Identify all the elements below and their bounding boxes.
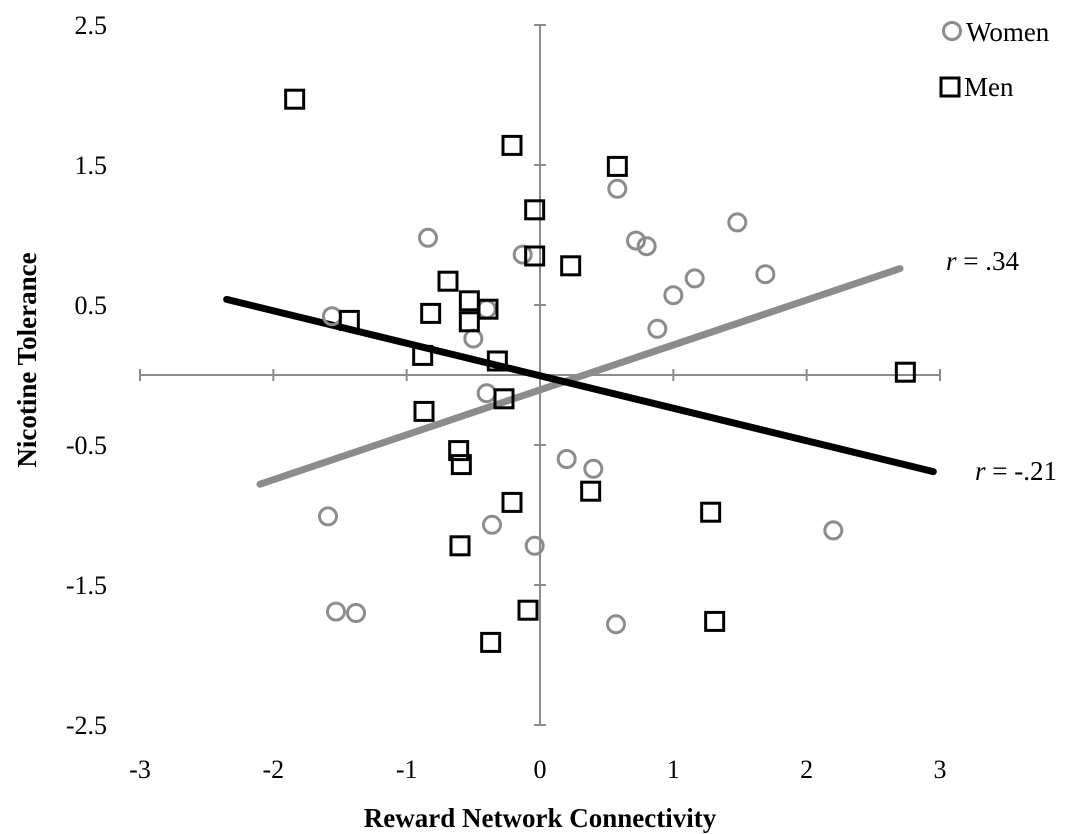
point-men xyxy=(448,440,470,462)
point-women xyxy=(326,601,346,622)
point-men xyxy=(580,480,602,502)
point-men xyxy=(480,631,502,653)
point-men xyxy=(560,255,582,277)
women-correlation-label: r = .34 xyxy=(946,246,1019,276)
y-tick-label: -0.5 xyxy=(66,431,107,460)
trendlines xyxy=(223,265,937,488)
x-tick-label: 3 xyxy=(934,755,947,784)
point-men xyxy=(524,245,546,267)
point-men xyxy=(524,199,546,221)
x-axis-title: Reward Network Connectivity xyxy=(364,803,717,833)
point-women xyxy=(318,506,338,527)
point-men xyxy=(486,350,508,372)
point-women xyxy=(647,318,668,339)
point-women xyxy=(684,268,705,289)
point-men xyxy=(501,134,523,156)
x-tick-label: 2 xyxy=(800,755,813,784)
point-women xyxy=(418,227,438,248)
legend: Women Men xyxy=(939,17,1050,102)
point-women xyxy=(636,236,657,257)
y-tick-labels: 2.5 1.5 0.5 -0.5 -1.5 -2.5 xyxy=(66,11,107,740)
point-women xyxy=(606,614,626,635)
point-men xyxy=(338,309,360,331)
y-tick-label: 1.5 xyxy=(75,151,108,180)
point-men xyxy=(477,298,499,320)
x-tick-labels: -3 -2 -1 0 1 2 3 xyxy=(129,755,946,784)
point-men xyxy=(894,361,916,383)
point-women xyxy=(476,299,497,320)
point-men xyxy=(413,400,435,422)
point-men xyxy=(458,290,480,312)
legend-men-label: Men xyxy=(964,72,1014,102)
point-women xyxy=(727,212,748,233)
point-men xyxy=(412,344,434,366)
point-men xyxy=(437,270,459,292)
point-women xyxy=(583,458,604,479)
point-women xyxy=(463,328,484,349)
x-tick-label: 0 xyxy=(534,755,547,784)
legend-women-marker xyxy=(942,21,962,41)
point-women xyxy=(346,603,366,623)
point-women xyxy=(607,178,628,199)
x-tick-label: -1 xyxy=(396,755,418,784)
point-men xyxy=(420,302,442,324)
legend-women-label: Women xyxy=(966,17,1050,47)
y-ticks xyxy=(534,24,546,726)
point-men xyxy=(284,88,306,110)
point-men xyxy=(501,491,523,513)
point-men xyxy=(450,454,472,476)
point-men xyxy=(704,610,726,632)
point-women xyxy=(524,535,545,556)
men-correlation-label: r = -.21 xyxy=(975,456,1057,486)
point-women xyxy=(626,230,646,251)
x-tick-label: -3 xyxy=(129,755,151,784)
point-women xyxy=(663,285,684,306)
x-tick-label: -2 xyxy=(262,755,284,784)
point-men xyxy=(517,599,539,621)
data-points xyxy=(284,88,916,653)
point-men xyxy=(493,388,515,410)
x-tick-label: 1 xyxy=(667,755,680,784)
trendline-women xyxy=(256,265,904,488)
y-tick-label: -1.5 xyxy=(66,571,107,600)
point-women xyxy=(482,514,502,535)
point-men xyxy=(449,535,471,557)
y-tick-label: 2.5 xyxy=(75,11,108,40)
point-men xyxy=(458,311,480,333)
point-women xyxy=(476,383,497,404)
legend-men-marker xyxy=(939,76,961,98)
y-tick-label: -2.5 xyxy=(66,711,107,740)
point-women xyxy=(512,244,533,265)
point-men xyxy=(700,501,722,523)
point-women xyxy=(755,264,776,285)
y-axis-title: Nicotine Tolerance xyxy=(12,252,42,467)
point-women xyxy=(556,449,577,469)
point-men xyxy=(606,155,628,177)
point-women xyxy=(823,520,844,541)
y-tick-label: 0.5 xyxy=(75,291,108,320)
